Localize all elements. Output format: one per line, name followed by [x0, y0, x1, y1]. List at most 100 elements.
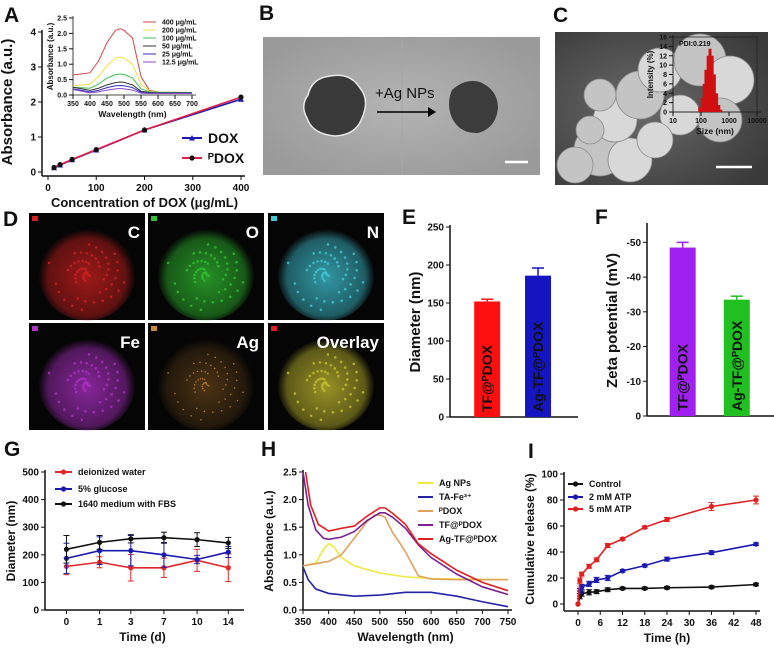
- signal-dot: [312, 276, 316, 280]
- signal-dot: [323, 370, 327, 374]
- signal-dot: [343, 397, 347, 401]
- data-point: [586, 589, 592, 595]
- legend-label: deionized water: [78, 467, 146, 477]
- signal-dot: [100, 360, 104, 364]
- signal-dot: [314, 380, 318, 384]
- data-point: [60, 486, 67, 492]
- signal-dot: [199, 361, 201, 364]
- signal-dot: [77, 378, 81, 382]
- legend-label: Control: [589, 479, 621, 489]
- series-line-4: [304, 471, 509, 592]
- y-tick-label: -40: [627, 273, 642, 284]
- signal-dot: [198, 251, 202, 254]
- signal-dot: [203, 410, 206, 413]
- series-line-0: [66, 559, 229, 569]
- y-tick-label: 12: [659, 53, 667, 60]
- panel-label-b: B: [259, 2, 274, 25]
- legend-label: Ag-TF@ᴾDOX: [439, 534, 497, 544]
- element-color-badge: [32, 326, 38, 331]
- signal-dot: [63, 298, 66, 301]
- data-point: [97, 539, 103, 545]
- element-map-label: Fe: [120, 333, 140, 352]
- x-tick-label: 12: [617, 618, 629, 629]
- x-tick-label: 350: [295, 617, 312, 628]
- chart-c-inset: 0 2 4 6 8 10 12 14 16 10 100 1000 10000 Size (nm) Inte…: [646, 35, 767, 137]
- signal-dot: [203, 271, 207, 274]
- data-point: [579, 571, 585, 577]
- signal-dot: [202, 382, 205, 384]
- element-map-c: C: [29, 213, 145, 321]
- signal-dot: [96, 260, 100, 264]
- signal-dot: [229, 283, 232, 286]
- signal-dot: [109, 405, 113, 409]
- x-tick-label: 500: [118, 101, 130, 108]
- signal-dot: [73, 371, 76, 375]
- signal-dot: [196, 268, 200, 272]
- signal-dot: [77, 260, 80, 263]
- x-tick-label: 24: [661, 618, 673, 629]
- signal-dot: [116, 260, 119, 264]
- signal-dot: [73, 386, 77, 390]
- signal-dot: [66, 378, 70, 382]
- signal-dot: [87, 262, 91, 265]
- signal-dot: [302, 298, 305, 301]
- signal-dot: [196, 370, 199, 373]
- element-map-n: N: [268, 213, 384, 321]
- histogram-bar: [706, 55, 710, 112]
- signal-dot: [314, 270, 318, 274]
- signal-dot: [98, 290, 102, 294]
- bar-category-label: TF@ᴾDOX: [675, 343, 691, 411]
- y-tick-label: 2.5: [283, 468, 297, 479]
- signal-dot: [316, 370, 319, 373]
- signal-dot: [116, 379, 120, 382]
- signal-dot: [193, 280, 197, 284]
- signal-dot: [54, 282, 58, 285]
- signal-dot: [316, 268, 320, 272]
- signal-dot: [220, 409, 223, 412]
- signal-dot: [224, 273, 228, 277]
- x-tick-label: 200: [136, 183, 153, 194]
- data-point: [161, 565, 167, 571]
- signal-dot: [201, 385, 204, 388]
- signal-dot: [200, 419, 202, 421]
- signal-dot: [235, 260, 238, 264]
- series-line-1: [302, 566, 509, 608]
- data-point: [575, 601, 581, 607]
- x-tick-label: 1: [97, 617, 103, 628]
- signal-dot: [82, 277, 86, 280]
- legend-label: 400 μg/mL: [162, 20, 197, 27]
- signal-dot: [320, 369, 323, 373]
- signal-dot: [309, 414, 313, 418]
- x-tick-label: 400: [84, 101, 96, 108]
- signal-dot: [312, 362, 315, 365]
- signal-dot: [235, 379, 238, 382]
- legend-label: TA-Fe³⁺: [439, 492, 472, 502]
- signal-dot: [312, 386, 316, 390]
- bar-category-label: Ag-TF@ᴾDOX: [530, 321, 546, 412]
- data-point: [63, 546, 70, 552]
- histogram-bar: [715, 93, 719, 112]
- signal-dot: [225, 384, 227, 386]
- x-tick-label: 400: [233, 183, 250, 194]
- signal-dot: [323, 300, 326, 303]
- y-tick-label: 0: [663, 110, 667, 117]
- y-axis-label: Absorbance (a.u.): [46, 22, 55, 90]
- element-map-label: Ag: [236, 333, 259, 352]
- signal-dot: [323, 381, 327, 384]
- y-tick-label: 50: [433, 375, 445, 386]
- y-tick-label: 1: [30, 133, 36, 144]
- x-tick-label: 6: [597, 618, 603, 629]
- element-map-label: N: [367, 223, 379, 242]
- signal-dot: [122, 280, 126, 284]
- x-axis-label: Concentration of DOX (μg/mL): [51, 195, 238, 210]
- y-tick-label: 0: [30, 168, 36, 179]
- signal-dot: [312, 261, 315, 265]
- signal-dot: [318, 361, 322, 364]
- signal-dot: [305, 378, 309, 382]
- panel-label-e: E: [402, 206, 416, 229]
- x-tick-label: 550: [135, 101, 147, 108]
- chart-h: 0.0 0.5 1.0 1.5 2.0 2.5 350 400 450 500 550 600 650 7…: [262, 468, 517, 645]
- signal-dot: [356, 399, 359, 402]
- y-tick-label: 4: [663, 91, 667, 98]
